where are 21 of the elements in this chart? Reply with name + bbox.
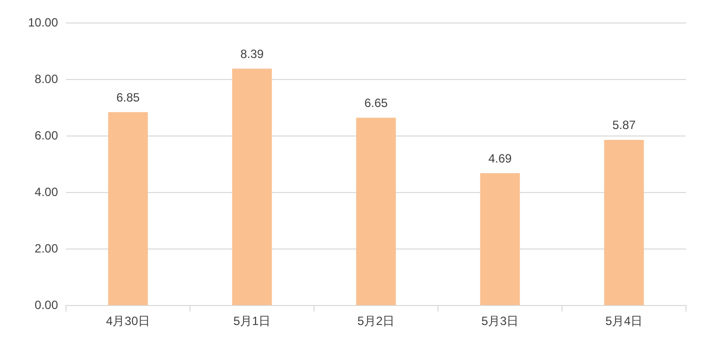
- bar: [604, 140, 644, 306]
- x-tick-label: 5月1日: [233, 314, 271, 328]
- y-tick-label: 8.00: [34, 72, 58, 86]
- bar: [108, 112, 148, 306]
- bar: [480, 173, 520, 306]
- x-tick-label: 5月4日: [605, 314, 643, 328]
- x-tick-label: 4月30日: [106, 314, 150, 328]
- data-label: 6.65: [364, 96, 388, 110]
- data-label: 4.69: [488, 151, 512, 166]
- bar: [356, 118, 396, 306]
- data-label: 8.39: [240, 46, 264, 61]
- data-label: 6.85: [116, 90, 140, 104]
- y-tick-label: 6.00: [34, 128, 58, 142]
- y-tick-label: 10.00: [28, 16, 58, 30]
- x-tick-label: 5月3日: [481, 314, 519, 328]
- data-label: 5.87: [612, 118, 636, 132]
- y-tick-label: 0.00: [34, 298, 58, 312]
- y-tick-label: 4.00: [34, 184, 58, 199]
- x-tick-label: 5月2日: [357, 314, 395, 328]
- y-tick-label: 2.00: [34, 241, 58, 256]
- bar: [232, 68, 272, 306]
